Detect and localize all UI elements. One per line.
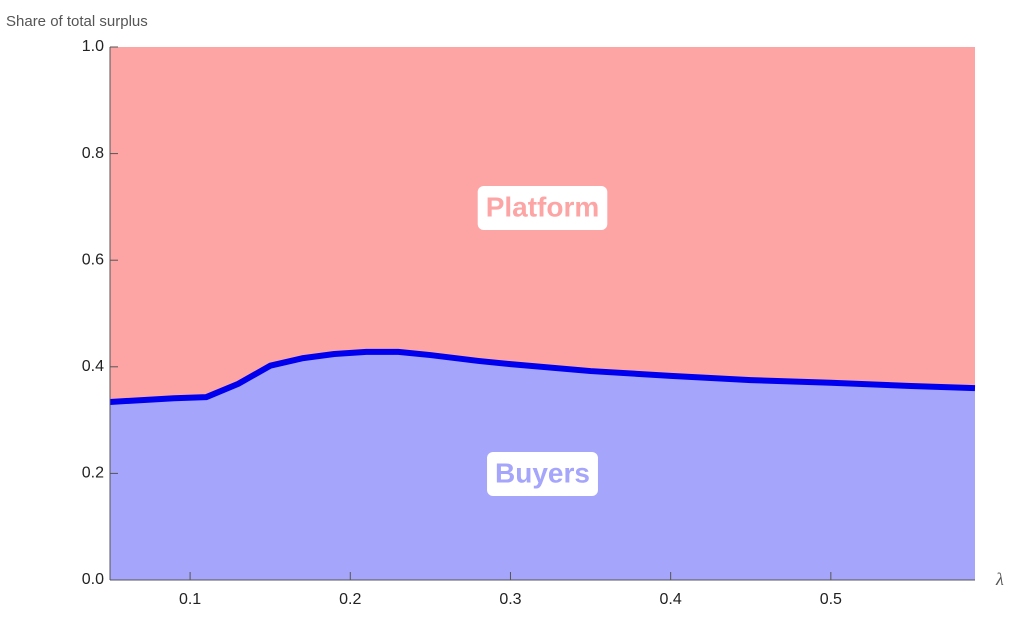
annotation-box (477, 186, 608, 230)
annotation: Platform (477, 186, 608, 230)
x-tick-label: 0.2 (339, 591, 361, 608)
y-tick-label: 0.2 (82, 465, 104, 482)
chart-title: Share of total surplus (6, 13, 148, 30)
annotation-box (487, 452, 598, 496)
y-tick-label: 1.0 (82, 38, 104, 55)
line (109, 348, 976, 405)
annotation-label: Buyers (495, 457, 590, 488)
y-tick-label: 0.8 (82, 145, 104, 162)
y-tick-label: 0.0 (82, 571, 104, 588)
x-tick-label: 0.5 (820, 591, 842, 608)
x-tick-label: 0.4 (660, 591, 682, 608)
annotation-label: Platform (486, 191, 600, 222)
y-tick-label: 0.4 (82, 358, 104, 375)
x-tick-label: 0.3 (499, 591, 521, 608)
x-axis-label: λ (995, 569, 1004, 589)
x-tick-label: 0.1 (179, 591, 201, 608)
annotation: Buyers (487, 452, 598, 496)
y-tick-label: 0.6 (82, 251, 104, 268)
